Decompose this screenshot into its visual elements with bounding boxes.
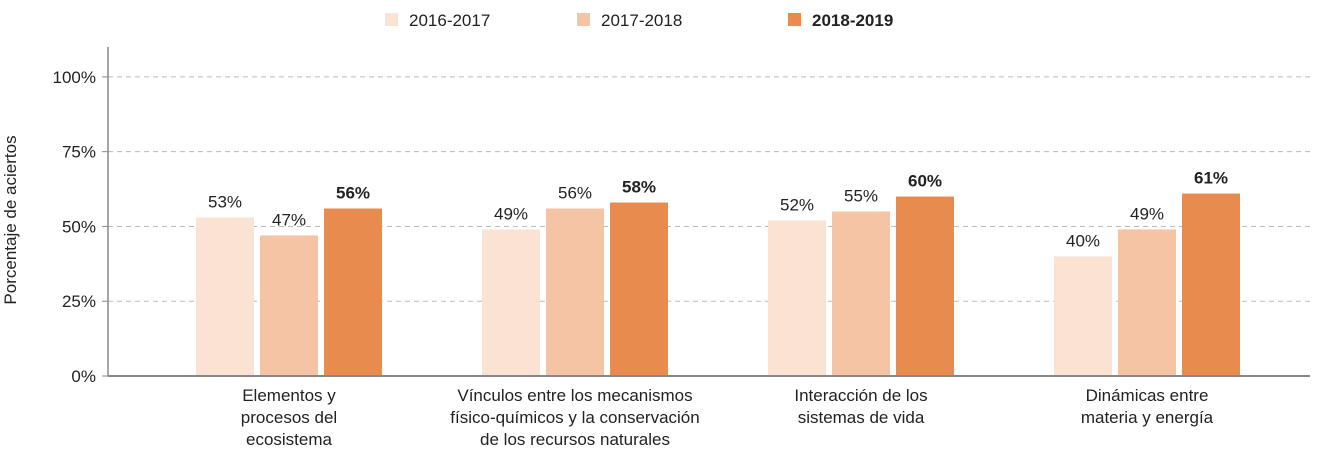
legend-swatch <box>577 13 590 26</box>
data-label: 61% <box>1194 169 1228 188</box>
bar <box>196 217 254 376</box>
y-tick-label: 50% <box>62 217 96 236</box>
x-tick-label: Interacción de los sistemas de vida <box>794 386 928 427</box>
legend-label: 2017-2018 <box>601 11 682 30</box>
data-label: 58% <box>622 178 656 197</box>
bar <box>768 220 826 376</box>
bar <box>610 202 668 376</box>
bar <box>260 235 318 376</box>
y-tick-label: 0% <box>71 367 96 386</box>
data-label: 49% <box>1130 204 1164 223</box>
x-tick-label: Elementos y procesos del ecosistema <box>240 386 338 449</box>
bar <box>546 208 604 376</box>
bar <box>324 208 382 376</box>
legend-swatch <box>385 13 398 26</box>
legend-label: 2018-2019 <box>812 11 893 30</box>
legend-swatch <box>788 13 801 26</box>
bar <box>1118 229 1176 376</box>
x-tick-label: Dinámicas entre materia y energía <box>1080 386 1214 427</box>
data-label: 56% <box>558 184 592 203</box>
bar <box>1054 256 1112 376</box>
x-tick-label: Vínculos entre los mecanismos físico-quí… <box>450 386 700 449</box>
data-label: 56% <box>336 184 370 203</box>
data-label: 53% <box>208 192 242 211</box>
data-label: 60% <box>908 172 942 191</box>
y-tick-label: 25% <box>62 292 96 311</box>
bar <box>832 211 890 376</box>
bar <box>896 196 954 376</box>
legend-label: 2016-2017 <box>409 11 490 30</box>
y-tick-label: 100% <box>53 68 96 87</box>
y-axis-title: Porcentaje de aciertos <box>1 135 20 304</box>
y-tick-label: 75% <box>62 143 96 162</box>
data-label: 52% <box>780 195 814 214</box>
data-label: 55% <box>844 187 878 206</box>
data-label: 47% <box>272 210 306 229</box>
bar <box>1182 193 1240 376</box>
data-label: 49% <box>494 204 528 223</box>
data-label: 40% <box>1066 231 1100 250</box>
bar <box>482 229 540 376</box>
